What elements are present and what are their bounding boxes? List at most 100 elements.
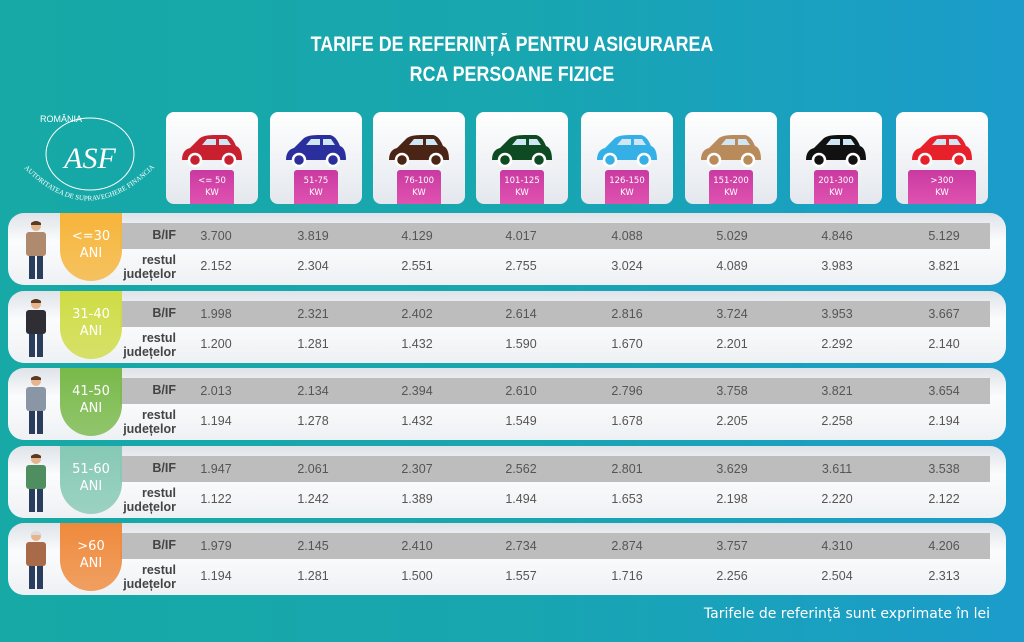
bif-label: B/IF [152,383,176,397]
rest-tariff-value: 1.281 [297,337,329,351]
rest-tariff-value: 1.194 [200,414,232,428]
convertible-car-icon [806,135,866,168]
rest-tariff-value: 2.194 [928,414,960,428]
power-range-label: 201-300 KW [814,170,858,204]
rest-tariff-value: 2.122 [928,492,960,506]
rest-tariff-value: 1.678 [611,414,643,428]
bif-tariff-value: 1.947 [200,462,232,476]
person-icon [26,454,46,512]
bif-label: B/IF [152,461,176,475]
suv-car-icon [701,135,761,168]
bif-tariff-value: 2.816 [611,307,643,321]
footer-note: Tarifele de referință sunt exprimate în … [703,606,990,622]
rest-tariff-value: 1.122 [200,492,232,506]
rest-tariff-value: 2.304 [297,259,329,273]
age-badge: >60 ANI [60,523,122,591]
bif-tariff-value: 2.562 [505,462,537,476]
bif-tariff-value: 4.088 [611,229,643,243]
car-category-card: 76-100 KW [373,112,465,204]
car-category-card: 201-300 KW [790,112,882,204]
age-group-row: 31-40 ANI B/IF restul județelor 1.998 2.3… [8,291,1006,363]
hatchback-car-icon [182,135,242,168]
bif-tariff-value: 5.029 [716,229,748,243]
bif-tariff-value: 5.129 [928,229,960,243]
bif-tariff-value: 2.614 [505,307,537,321]
sedan-car-icon [389,135,449,168]
car-category-card: 151-200 KW [685,112,777,204]
car-category-card: 101-125 KW [476,112,568,204]
bif-tariff-value: 2.402 [401,307,433,321]
power-range-label: 76-100 KW [397,170,441,204]
age-badge: <=30 ANI [60,213,122,281]
bif-label: B/IF [152,306,176,320]
rest-tariff-value: 2.220 [821,492,853,506]
rest-tariff-value: 1.278 [297,414,329,428]
rest-tariff-value: 1.432 [401,414,433,428]
power-range-label: 101-125 KW [500,170,544,204]
rest-tariff-value: 1.494 [505,492,537,506]
rest-tariff-value: 1.653 [611,492,643,506]
bif-label: B/IF [152,538,176,552]
power-range-label: 151-200 KW [709,170,753,204]
bif-tariff-value: 2.321 [297,307,329,321]
bif-tariff-value: 3.953 [821,307,853,321]
bif-tariff-value: 2.410 [401,539,433,553]
bif-tariff-value: 3.611 [821,462,853,476]
bif-tariff-value: 1.979 [200,539,232,553]
compact-car-icon [286,135,346,168]
rest-tariff-value: 2.258 [821,414,853,428]
bif-tariff-value: 4.129 [401,229,433,243]
age-badge: 31-40 ANI [60,291,122,359]
rest-tariff-value: 3.983 [821,259,853,273]
bif-tariff-value: 2.394 [401,384,433,398]
bif-tariff-value: 2.610 [505,384,537,398]
bif-tariff-value: 2.134 [297,384,329,398]
rest-tariff-value: 3.821 [928,259,960,273]
age-badge: 51-60 ANI [60,446,122,514]
bif-tariff-value: 2.874 [611,539,643,553]
person-icon [26,221,46,279]
bif-tariff-value: 4.846 [821,229,853,243]
rest-tariff-value: 1.500 [401,569,433,583]
bif-tariff-value: 3.538 [928,462,960,476]
bif-tariff-value: 3.821 [821,384,853,398]
car-category-card: >300 KW [896,112,988,204]
rest-tariff-value: 2.755 [505,259,537,273]
bif-tariff-value: 1.998 [200,307,232,321]
bif-tariff-value: 4.310 [821,539,853,553]
rest-tariff-value: 1.389 [401,492,433,506]
power-range-label: <= 50 KW [190,170,234,204]
rest-tariff-value: 1.716 [611,569,643,583]
rest-tariff-value: 2.313 [928,569,960,583]
car-category-card: 126-150 KW [581,112,673,204]
rest-tariff-value: 1.590 [505,337,537,351]
age-group-row: 41-50 ANI B/IF restul județelor 2.013 2.1… [8,368,1006,440]
bif-tariff-value: 3.629 [716,462,748,476]
rest-tariff-value: 2.504 [821,569,853,583]
bif-tariff-value: 4.206 [928,539,960,553]
rest-label: restul județelor [123,331,176,359]
rest-tariff-value: 2.551 [401,259,433,273]
rest-tariff-value: 2.198 [716,492,748,506]
bif-tariff-value: 2.013 [200,384,232,398]
rest-tariff-value: 3.024 [611,259,643,273]
rest-tariff-value: 1.200 [200,337,232,351]
rest-tariff-value: 1.281 [297,569,329,583]
age-group-row: >60 ANI B/IF restul județelor 1.979 2.145… [8,523,1006,595]
minivan-car-icon [492,135,552,168]
sedan-car-icon [597,135,657,168]
bif-tariff-value: 3.757 [716,539,748,553]
rest-tariff-value: 1.670 [611,337,643,351]
sports-car-icon [912,135,972,168]
bif-tariff-value: 2.061 [297,462,329,476]
bif-label: B/IF [152,228,176,242]
age-badge: 41-50 ANI [60,368,122,436]
power-range-label: >300 KW [908,170,976,204]
asf-logo: ROMÂNIA ASF AUTORITATEA DE SUPRAVEGHERE … [15,102,158,208]
age-group-row: 51-60 ANI B/IF restul județelor 1.947 2.0… [8,446,1006,518]
bif-tariff-value: 2.801 [611,462,643,476]
bif-row-background [120,378,990,404]
bif-tariff-value: 2.307 [401,462,433,476]
page-title: TARIFE DE REFERINȚĂ PENTRU ASIGURAREA RC… [310,33,714,86]
rest-tariff-value: 2.256 [716,569,748,583]
